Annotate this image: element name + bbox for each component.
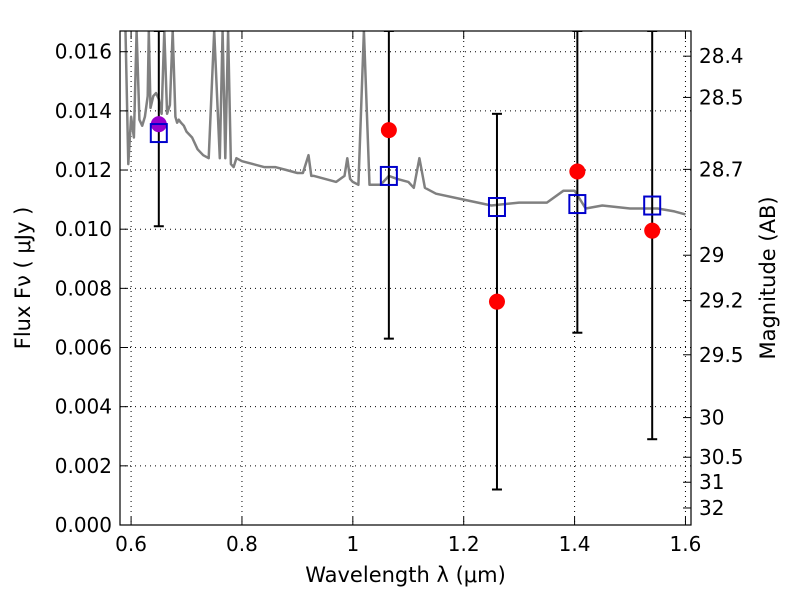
plot-area [124,31,686,491]
y-tick-label-0: 0.000 [55,513,112,537]
observed-point-4 [644,222,661,239]
y-tick-label-0-004: 0.004 [55,395,112,419]
mag-tick-label-32: 32 [699,496,724,520]
x-tick-label-1-6: 1.6 [670,532,702,556]
y-tick-label-0-01: 0.010 [55,217,112,241]
mag-tick-label-29-2: 29.2 [699,289,744,313]
observed-point-3 [569,163,586,180]
model-photometry-point-1 [379,165,398,186]
observed-point-2 [488,293,505,310]
y-tick-label-0-006: 0.006 [55,336,112,360]
model-photometry-point-0 [149,123,168,144]
model-photometry-series [149,123,662,218]
x-tick-label-1-2: 1.2 [448,532,480,556]
magnitude-axis-label: Magnitude (AB) [756,196,780,359]
y-axis-label: Flux Fν ( μJy ) [11,207,35,350]
mag-tick-label-29-5: 29.5 [699,343,744,367]
model-sed-line [124,31,686,216]
mag-tick-label-28-4: 28.4 [699,44,744,68]
y-tick-label-0-002: 0.002 [55,454,112,478]
mag-tick-label-30-5: 30.5 [699,445,744,469]
mag-tick-label-30: 30 [699,406,724,430]
x-tick-label-0-6: 0.6 [115,532,147,556]
observed-point-1 [380,122,397,139]
y-tick-label-0-012: 0.012 [55,158,112,182]
x-axis-label: Wavelength λ (μm) [305,563,506,587]
mag-tick-label-28-5: 28.5 [699,85,744,109]
x-tick-label-1: 1 [346,532,359,556]
mag-tick-label-29: 29 [699,243,724,267]
mag-tick-label-31: 31 [699,470,724,494]
mag-tick-label-28-7: 28.7 [699,157,744,181]
axis-ticks: 0.6 0.8 1 1.2 1.4 1.6 0.000 0.002 0.004 0.006 0.00… [55,31,744,556]
y-tick-label-0-014: 0.014 [55,99,112,123]
model-photometry-point-2 [487,197,506,218]
grid-lines [120,31,691,526]
model-photometry-point-3 [568,194,587,215]
plot-frame [119,30,692,526]
x-tick-label-0-8: 0.8 [226,532,258,556]
x-tick-label-1-4: 1.4 [559,532,591,556]
model-sed-series [124,31,686,216]
y-tick-label-0-016: 0.016 [55,40,112,64]
model-photometry-point-4 [643,195,662,216]
y-tick-label-0-008: 0.008 [55,276,112,300]
